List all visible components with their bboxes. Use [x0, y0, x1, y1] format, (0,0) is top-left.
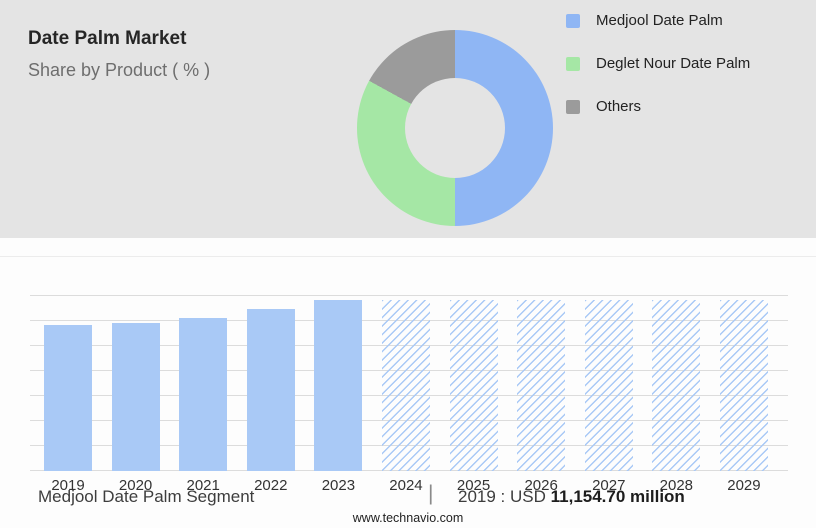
bar-column	[179, 295, 228, 471]
footer-divider: |	[428, 482, 434, 505]
x-axis-label: 2029	[727, 477, 761, 494]
forecast-bar	[517, 300, 566, 471]
bar-column	[381, 295, 430, 471]
forecast-bar	[381, 300, 430, 471]
donut-chart	[357, 30, 553, 226]
page-title: Date Palm Market	[28, 28, 187, 49]
x-axis-label: 2028	[659, 477, 694, 494]
historic-bar	[179, 317, 228, 471]
x-axis-label: 2026	[524, 477, 558, 494]
x-axis-label: 2021	[186, 477, 220, 494]
forecast-bar	[719, 300, 768, 471]
legend-swatch	[566, 56, 580, 71]
historic-bar	[246, 309, 295, 471]
legend-swatch	[566, 13, 580, 28]
legend-label: Medjool Date Palm	[596, 12, 723, 29]
legend-item: Deglet Nour Date Palm	[566, 55, 750, 72]
x-axis-label: 2020	[118, 477, 153, 494]
x-axis-label: 2022	[254, 477, 288, 494]
footer-value: 2019 : USD 11,154.70 million	[458, 487, 685, 507]
bar-column	[314, 295, 363, 471]
bar-column	[111, 295, 160, 471]
bar-column	[517, 295, 566, 471]
top-panel: Date Palm Market Share by Product ( % ) …	[0, 0, 816, 238]
legend-item: Medjool Date Palm	[566, 12, 750, 29]
bar-chart	[44, 295, 768, 471]
bar-column	[246, 295, 295, 471]
legend-label: Deglet Nour Date Palm	[596, 55, 751, 72]
page-subtitle: Share by Product ( % )	[28, 60, 211, 80]
bar-column	[719, 295, 768, 471]
x-axis-label: 2024	[389, 477, 423, 494]
bar-chart-x-axis-labels: 2019 2020 2021 2022 2023 2024 2025 2026 2027 2028…	[44, 477, 768, 494]
legend-label: Others	[596, 98, 642, 115]
x-axis-label: 2023	[321, 477, 356, 494]
footer-year-prefix: 2019 : USD	[458, 487, 546, 506]
website-url: www.technavio.com	[352, 511, 464, 525]
segment-label: Medjool Date Palm Segment	[38, 487, 255, 506]
x-axis-label: 2019	[51, 477, 85, 494]
legend-swatch	[566, 99, 580, 114]
forecast-bar	[449, 300, 498, 471]
donut-hole	[405, 78, 505, 178]
bar-column	[584, 295, 633, 471]
forecast-bar	[652, 300, 701, 471]
forecast-bar	[584, 300, 633, 471]
section-divider	[0, 256, 816, 257]
historic-bar	[44, 324, 92, 471]
historic-bar	[314, 300, 363, 471]
footer-market-value: 11,154.70 million	[550, 487, 685, 506]
x-axis-label: 2025	[456, 477, 491, 494]
chart-legend: Medjool Date Palm Deglet Nour Date Palm Ot…	[566, 12, 750, 115]
bar-column	[652, 295, 701, 471]
x-axis-label: 2027	[592, 477, 626, 494]
bar-column	[44, 295, 92, 471]
legend-item: Others	[566, 98, 750, 115]
historic-bar	[111, 323, 160, 471]
bar-column	[449, 295, 498, 471]
